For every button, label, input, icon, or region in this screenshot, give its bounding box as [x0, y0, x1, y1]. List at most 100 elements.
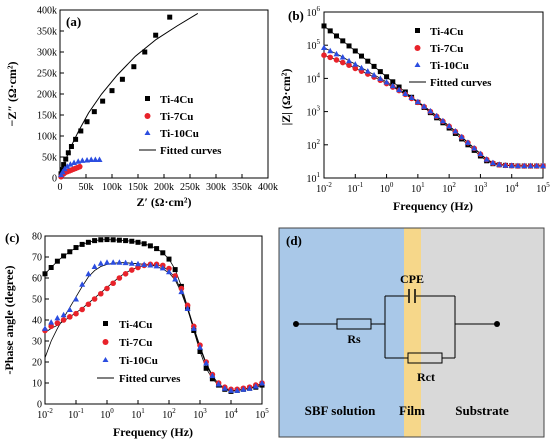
y-tick-label-c: 40 — [32, 316, 42, 327]
data-point-ti7-c — [73, 310, 79, 317]
data-point-ti7-c — [166, 265, 172, 272]
data-point-ti4-c — [154, 246, 160, 252]
data-point-ti10-c — [79, 281, 86, 287]
data-point-ti4-c — [104, 237, 110, 243]
data-point-ti10-b — [421, 103, 428, 109]
data-point-ti4-c — [166, 256, 172, 262]
data-point-ti10-b — [377, 75, 384, 81]
data-point-ti4-c — [172, 267, 178, 273]
film-label: Film — [399, 403, 425, 418]
legend-label-ti7-b: Ti-7Cu — [430, 43, 463, 55]
x-tick-label-c: 101 — [131, 407, 145, 421]
data-point-ti4-b — [321, 23, 327, 29]
data-point-ti10-b — [508, 162, 515, 168]
data-point-ti10-b — [483, 156, 490, 162]
cpe-element — [408, 289, 416, 303]
data-point-ti7-c — [67, 314, 73, 320]
terminal-left — [293, 321, 299, 327]
y-tick-label-c: 10 — [32, 379, 42, 390]
y-axis-label-c: -Phase angle (degree) — [2, 265, 16, 374]
y-tick-label-a: 400k — [37, 6, 57, 17]
y-tick-label-b: 103 — [307, 105, 321, 119]
panel-label-c: (c) — [5, 230, 19, 245]
data-point-ti10-c — [91, 263, 98, 269]
x-tick-label-b: 10-1 — [347, 181, 363, 195]
data-point-ti4-b — [384, 74, 390, 80]
legend-marker-ti4-c — [103, 321, 108, 326]
data-point-ti10-c — [190, 325, 197, 331]
data-point-ti7-c — [129, 267, 135, 273]
data-point-ti10-b — [439, 117, 446, 124]
data-point-ti10-b — [396, 86, 403, 93]
fitted-curve-c — [44, 264, 263, 391]
data-point-ti10-b — [464, 139, 471, 145]
panel-b-bode-modulus: 10-2 10-1 100 101 102 103 104 105 101 102 103 104 10… — [279, 5, 550, 213]
plot-frame-b — [323, 11, 544, 179]
data-point-ti10-b — [364, 68, 371, 74]
data-point-ti7-b — [327, 54, 334, 61]
data-point-ti10-a — [67, 161, 74, 167]
data-point-ti10-b — [352, 61, 359, 67]
x-tick-label-c: 103 — [193, 407, 207, 421]
data-point-ti4-b — [390, 79, 396, 85]
data-point-ti10-c — [172, 276, 179, 282]
data-point-ti4-c — [147, 243, 153, 249]
y-tick-label-a: 300k — [37, 48, 57, 59]
data-point-ti7-c — [85, 301, 92, 308]
rct-label: Rct — [417, 370, 435, 384]
data-point-ti10-c — [178, 288, 185, 295]
data-point-ti7-c — [184, 302, 191, 309]
panel-d-equivalent-circuit: (d) Rs CPE Rct SBF solution Film Substra… — [278, 227, 545, 438]
y-tick-label-a: 100k — [37, 132, 57, 143]
data-point-ti4-a — [63, 156, 69, 162]
y-tick-label-c: 80 — [32, 232, 42, 243]
data-point-ti10-b — [527, 162, 534, 169]
data-point-ti4-a — [84, 119, 90, 125]
axis-ticks-c: 10-2 10-1 100 101 102 103 104 105 0 10 20 30 40 50 60 7… — [32, 232, 269, 422]
legend-label-ti10-c: Ti-10Cu — [119, 355, 158, 367]
data-point-ti10-a — [58, 171, 65, 178]
data-point-ti10-c — [159, 264, 166, 271]
legend-label-ti7-c: Ti-7Cu — [119, 337, 152, 349]
legend-label-ti4-a: Ti-4Cu — [160, 94, 193, 106]
data-point-ti7-b — [352, 65, 359, 72]
y-tick-label-a: 250k — [37, 69, 57, 80]
data-point-ti4-a — [65, 150, 71, 156]
y-tick-label-a: 200k — [37, 90, 57, 101]
data-point-ti10-b — [446, 122, 453, 129]
panel-c-bode-phase: 10-2 10-1 100 101 102 103 104 105 0 10 20 30 40 50 60 7… — [2, 230, 269, 439]
data-point-ti10-c — [104, 259, 110, 265]
data-point-ti4-c — [67, 249, 73, 255]
data-point-ti7-b — [346, 62, 352, 68]
x-tick-label-c: 100 — [100, 407, 114, 421]
y-tick-label-b: 106 — [307, 5, 321, 19]
data-point-ti4-a — [167, 14, 173, 20]
data-point-ti10-a — [92, 156, 99, 163]
y-tick-label-c: 60 — [32, 274, 42, 285]
x-tick-label-c: 10-2 — [37, 407, 53, 421]
data-point-ti10-c — [166, 268, 172, 275]
data-point-ti7-c — [98, 290, 104, 297]
rs-resistor — [336, 318, 372, 330]
y-tick-label-a: 350k — [37, 27, 57, 38]
data-point-ti7-c — [79, 306, 85, 313]
data-point-ti7-c — [104, 285, 110, 292]
data-point-ti7-c — [48, 323, 54, 330]
y-tick-label-a: 50k — [42, 153, 57, 164]
x-axis-label-a: Z′ (Ω·cm²) — [137, 195, 192, 209]
data-point-ti10-b — [533, 162, 540, 169]
data-point-ti10-c — [252, 383, 259, 389]
data-point-ti10-c — [135, 260, 141, 267]
data-point-ti7-b — [339, 59, 346, 66]
data-point-ti4-b — [377, 69, 383, 75]
rs-label: Rs — [347, 332, 361, 346]
data-point-ti7-c — [60, 317, 67, 323]
panel-label-a: (a) — [66, 14, 81, 29]
x-tick-label-a: 50k — [79, 182, 94, 193]
data-point-ti10-c — [209, 372, 216, 379]
data-point-ti4-b — [352, 48, 358, 54]
data-point-ti4-b — [371, 63, 377, 69]
data-point-ti10-c — [228, 387, 234, 393]
x-tick-label-c: 105 — [255, 407, 269, 421]
data-point-ti4-b — [327, 28, 333, 34]
